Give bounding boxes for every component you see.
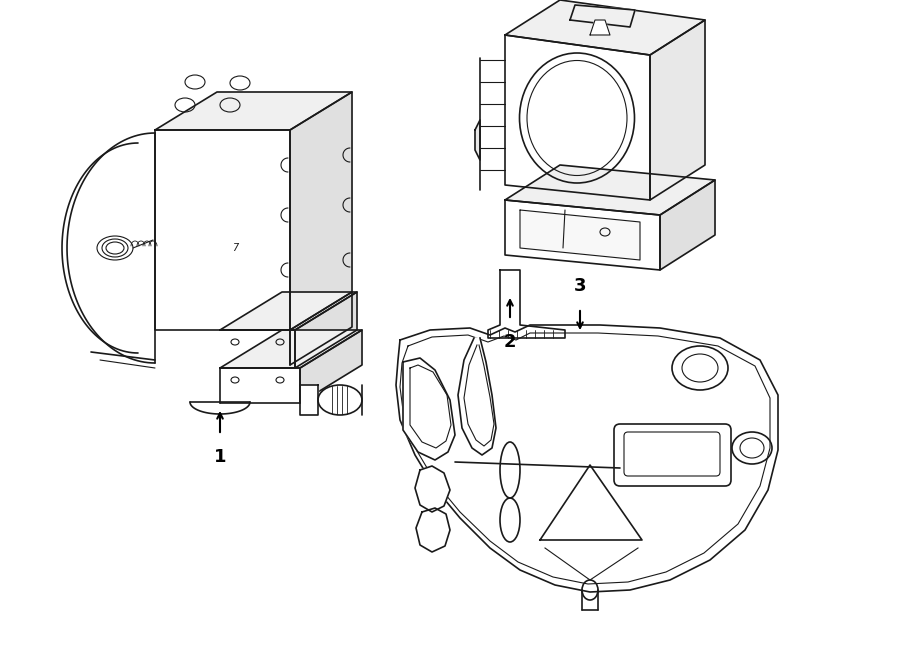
Text: 1: 1 bbox=[214, 448, 226, 466]
Polygon shape bbox=[290, 92, 352, 330]
Polygon shape bbox=[403, 358, 455, 460]
Polygon shape bbox=[300, 330, 362, 403]
Polygon shape bbox=[416, 508, 450, 552]
Polygon shape bbox=[396, 325, 778, 592]
Polygon shape bbox=[505, 35, 650, 200]
Polygon shape bbox=[458, 338, 496, 455]
Polygon shape bbox=[505, 0, 705, 55]
Polygon shape bbox=[520, 210, 640, 260]
Polygon shape bbox=[155, 130, 290, 330]
Polygon shape bbox=[220, 292, 357, 330]
Polygon shape bbox=[660, 180, 715, 270]
Polygon shape bbox=[290, 292, 352, 365]
Polygon shape bbox=[220, 330, 362, 368]
Polygon shape bbox=[505, 200, 660, 270]
Polygon shape bbox=[295, 292, 357, 368]
Text: 2: 2 bbox=[504, 333, 517, 351]
Polygon shape bbox=[570, 5, 635, 27]
Polygon shape bbox=[488, 270, 565, 338]
Text: 7: 7 bbox=[232, 243, 239, 253]
Polygon shape bbox=[155, 92, 352, 130]
Polygon shape bbox=[475, 120, 480, 160]
Polygon shape bbox=[505, 165, 715, 215]
Polygon shape bbox=[415, 466, 450, 512]
Polygon shape bbox=[650, 20, 705, 200]
Polygon shape bbox=[540, 465, 642, 540]
Text: 3: 3 bbox=[574, 277, 586, 295]
Polygon shape bbox=[300, 385, 318, 415]
Polygon shape bbox=[590, 20, 610, 35]
